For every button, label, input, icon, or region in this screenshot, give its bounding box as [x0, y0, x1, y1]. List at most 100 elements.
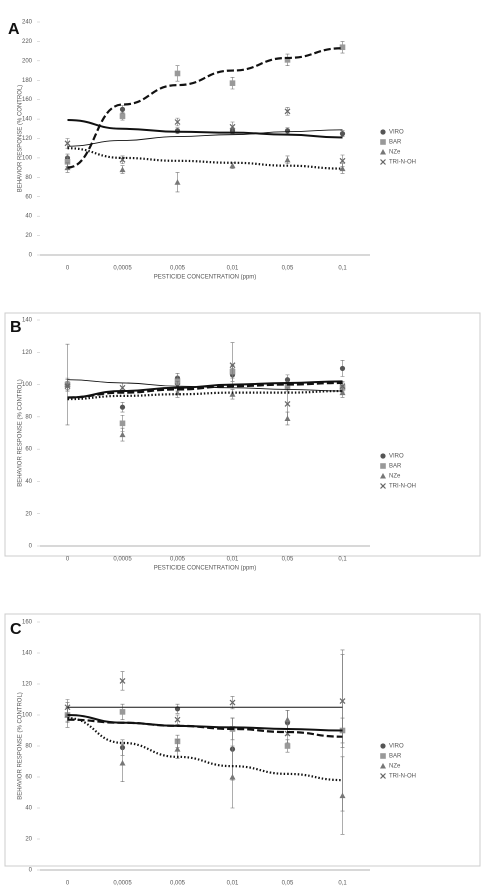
legend-label: NZe [389, 150, 401, 156]
data-point [339, 44, 346, 51]
data-point [339, 792, 346, 799]
legend-marker [380, 473, 386, 479]
data-point [174, 746, 181, 752]
y-tick-label: 120 [22, 350, 33, 356]
y-tick-label: 200 [22, 58, 33, 64]
data-point [339, 365, 346, 372]
y-tick-label: 40 [25, 479, 32, 485]
x-tick-label: 0 [66, 881, 70, 886]
data-point [284, 401, 291, 407]
data-point [64, 140, 71, 147]
x-tick-label: 0,005 [170, 557, 186, 563]
trend-line [67, 718, 343, 738]
y-tick-label: 0 [29, 544, 33, 550]
legend-label: VIRO [389, 130, 404, 136]
data-point [339, 383, 346, 390]
trend-line [67, 129, 343, 147]
x-tick-label: 0,01 [227, 266, 239, 272]
y-tick-label: 140 [22, 117, 33, 123]
y-tick-label: 140 [22, 651, 33, 657]
data-point [284, 108, 291, 115]
data-point [119, 677, 126, 684]
data-point [119, 420, 126, 427]
y-tick-label: 60 [25, 194, 32, 200]
data-point [119, 156, 126, 163]
legend-marker [380, 763, 386, 769]
y-tick-label: 100 [22, 382, 33, 388]
y-tick-label: 20 [25, 511, 32, 517]
legend-marker [380, 463, 386, 469]
data-point [119, 709, 126, 715]
y-tick-label: 80 [25, 744, 32, 750]
data-point [119, 113, 126, 119]
y-tick-label: 60 [25, 775, 32, 781]
y-tick-label: 80 [25, 414, 32, 420]
legend-marker [380, 743, 386, 749]
y-axis-title: BEHAVIOR RESPONSE (% CONTROL) [18, 85, 24, 193]
data-point [284, 377, 291, 383]
legend-label: TRI-N-OH [389, 774, 416, 780]
panel-letter: A [8, 21, 20, 38]
data-point [174, 70, 181, 77]
trend-line [67, 379, 343, 392]
legend-label: BAR [389, 140, 402, 146]
data-point [174, 716, 181, 723]
legend-label: VIRO [389, 454, 404, 460]
y-axis-title: BEHAVIOR RESPONSE (% CONTROL) [18, 692, 24, 800]
legend-label: NZe [389, 764, 401, 770]
x-tick-label: 0 [66, 557, 70, 563]
y-tick-label: 160 [22, 97, 33, 103]
data-point [229, 699, 236, 706]
y-tick-label: 120 [22, 682, 33, 688]
legend-marker [380, 139, 386, 145]
y-tick-label: 160 [22, 620, 33, 626]
data-point [119, 404, 126, 410]
panel-letter: C [10, 621, 22, 638]
x-tick-label: 0,0005 [113, 557, 132, 563]
panel-frame [4, 613, 481, 867]
data-point [119, 384, 126, 391]
legend-marker [380, 773, 386, 779]
y-tick-label: 80 [25, 175, 32, 181]
data-point [339, 698, 346, 704]
x-tick-label: 0,005 [170, 881, 186, 886]
x-tick-label: 0,01 [227, 557, 239, 563]
legend-marker [380, 483, 386, 489]
legend-label: BAR [389, 754, 402, 760]
legend-marker [380, 159, 386, 165]
trend-line [67, 717, 343, 782]
data-point [64, 383, 71, 390]
x-tick-label: 0,1 [338, 557, 347, 563]
trend-line [67, 119, 343, 139]
data-point [119, 166, 126, 173]
x-axis-title: PESTICIDE CONCENTRATION (ppm) [154, 275, 257, 281]
data-point [229, 362, 236, 369]
trend-line [67, 47, 343, 169]
x-tick-label: 0,1 [338, 266, 347, 272]
legend-label: TRI-N-OH [389, 484, 416, 490]
y-tick-label: 180 [22, 78, 33, 84]
x-tick-label: 0,05 [282, 881, 294, 886]
data-point [284, 743, 291, 749]
data-point [64, 159, 71, 165]
x-tick-label: 0,005 [170, 266, 186, 272]
y-tick-label: 40 [25, 214, 32, 220]
panel-letter: B [10, 319, 22, 336]
x-tick-label: 0,1 [338, 881, 347, 886]
data-point [119, 431, 126, 438]
data-point [174, 179, 181, 185]
legend-marker [380, 149, 386, 155]
data-point [229, 80, 236, 86]
data-point [284, 128, 291, 134]
legend-label: NZe [389, 474, 401, 480]
x-tick-label: 0,01 [227, 881, 239, 886]
data-point [339, 389, 346, 396]
x-tick-label: 0,0005 [113, 881, 132, 886]
x-tick-label: 0,0005 [113, 266, 132, 272]
y-tick-label: 120 [22, 136, 33, 142]
trend-line [67, 389, 343, 401]
y-tick-label: 100 [22, 155, 33, 161]
x-tick-label: 0,05 [282, 266, 294, 272]
